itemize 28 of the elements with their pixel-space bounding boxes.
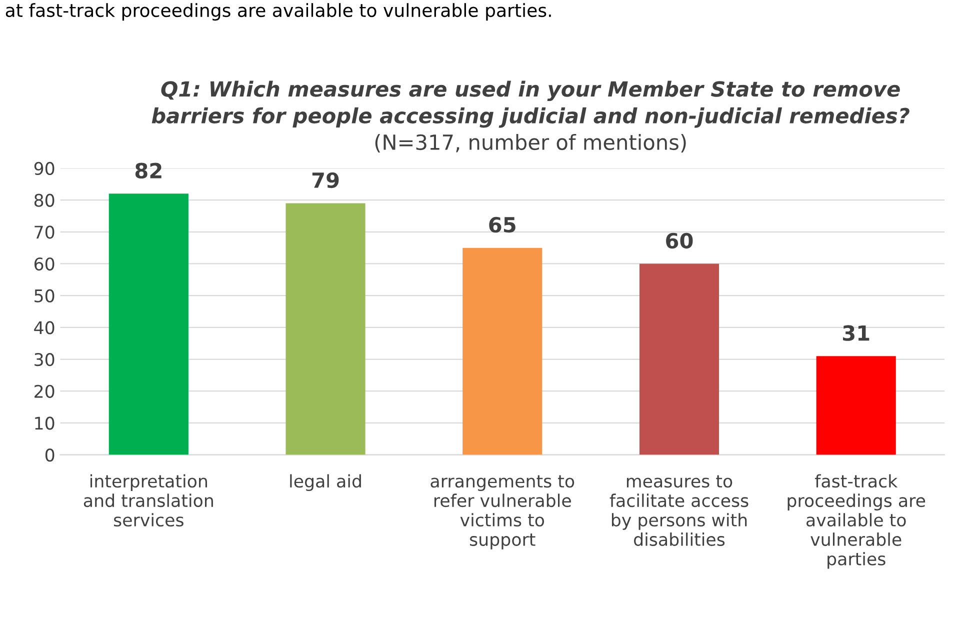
y-tick-label: 40 — [34, 321, 54, 334]
x-tick-label: fast-track proceedings are available to vulnerable parties — [788, 474, 926, 569]
data-label: 60 — [666, 232, 693, 249]
bar — [639, 264, 720, 455]
bar — [286, 203, 366, 455]
text: at fast-track proceedings are available to vulnerable parties. — [6, 3, 551, 21]
chart-title: Q1: Which measures are used in your Member State to remove barriers for people accessing judicial and non-judicial remedies? — [152, 80, 910, 128]
x-tick-label: measures to facilitate access by persons with disabilities — [610, 475, 748, 546]
chart-subtitle: (N=317, number of mentions) — [375, 134, 686, 153]
x-tick-label: arrangements to refer vulnerable victims to support — [430, 475, 574, 550]
y-tick-label: 90 — [34, 162, 54, 176]
y-tick-label: 80 — [34, 194, 54, 207]
data-label: 79 — [312, 172, 339, 188]
x-tick-label: legal aid — [290, 474, 361, 492]
bar — [816, 356, 896, 455]
data-label: 65 — [489, 216, 516, 233]
x-tick-label: interpretation and translation services — [84, 474, 213, 527]
y-tick-label: 30 — [34, 352, 54, 366]
bar — [108, 194, 188, 455]
data-label: 82 — [135, 162, 162, 179]
y-tick-label: 20 — [34, 384, 54, 398]
y-tick-label: 60 — [34, 257, 54, 271]
y-tick-label: 50 — [34, 289, 54, 302]
y-tick-label: 10 — [35, 416, 54, 430]
bar — [462, 248, 542, 455]
y-tick-label: 0 — [45, 448, 54, 462]
data-label: 31 — [842, 325, 870, 341]
y-tick-label: 70 — [34, 226, 54, 239]
